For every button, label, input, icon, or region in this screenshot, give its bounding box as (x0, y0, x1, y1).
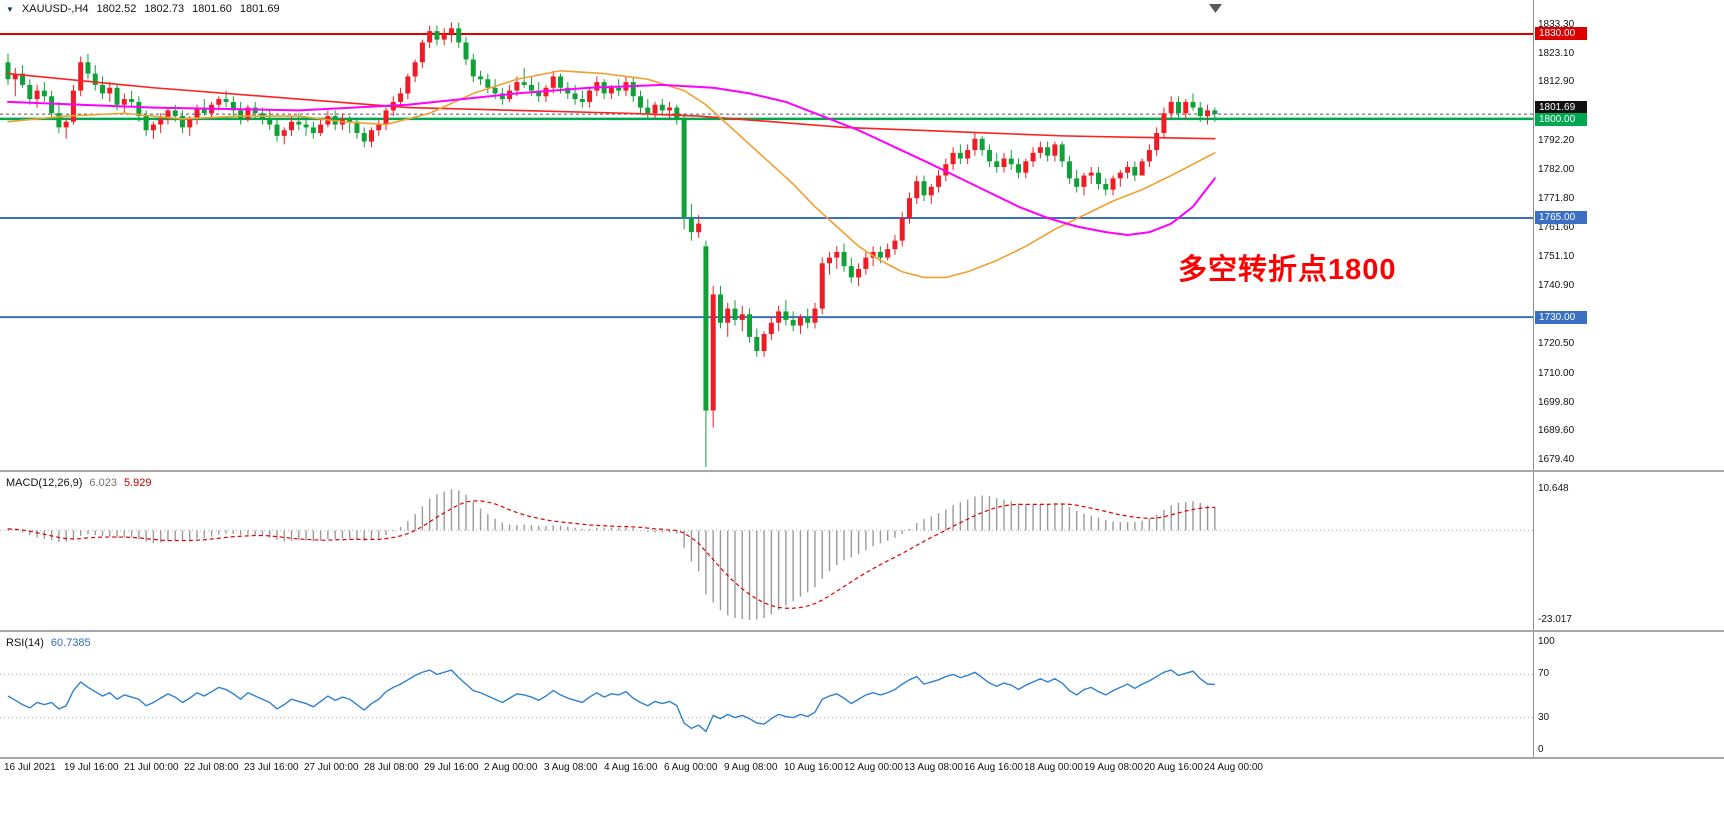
time-axis-label: 6 Aug 00:00 (664, 762, 718, 773)
macd-histogram-layer (7, 489, 1216, 620)
macd-signal-line (7, 500, 1215, 609)
ma-fast-orange (7, 69, 1216, 279)
candles-layer (5, 22, 1218, 468)
price-tick-label: 1720.50 (1538, 337, 1575, 349)
macd-scale-min: -23.017 (1538, 614, 1572, 625)
rsi-scale-label: 30 (1538, 711, 1550, 723)
time-axis-label: 3 Aug 08:00 (544, 762, 598, 773)
time-axis-label: 27 Jul 00:00 (304, 762, 359, 773)
rsi-indicator-label: RSI(14) 60.7385 (6, 637, 91, 649)
rsi-panel-canvas[interactable] (0, 632, 1533, 757)
panel-resize-handle-rsi[interactable] (0, 630, 1724, 632)
panel-resize-handle-macd[interactable] (0, 470, 1724, 472)
rsi-name: RSI(14) (6, 637, 44, 649)
price-level-badge-176500: 1765.00 (1535, 211, 1587, 225)
time-axis-label: 10 Aug 16:00 (784, 762, 843, 773)
time-axis-label: 9 Aug 08:00 (724, 762, 778, 773)
price-tick-label: 1833.30 (1538, 18, 1575, 30)
open-value: 1802.52 (96, 3, 137, 15)
macd-main-value: 6.023 (89, 477, 117, 489)
rsi-value: 60.7385 (50, 637, 91, 649)
macd-indicator-label: MACD(12,26,9) 6.023 5.929 (6, 477, 151, 489)
time-axis-label: 24 Aug 00:00 (1204, 762, 1263, 773)
time-axis: 16 Jul 2021 19 Jul 16:00 21 Jul 00:00 22 Ju… (0, 760, 1724, 780)
time-axis-label: 4 Aug 16:00 (604, 762, 658, 773)
price-tick-label: 1740.90 (1538, 280, 1575, 292)
rsi-line (7, 669, 1215, 733)
time-axis-label: 12 Aug 00:00 (844, 762, 903, 773)
close-value: 1801.69 (239, 3, 280, 15)
rsi-scale-label: 0 (1538, 744, 1544, 755)
symbol-timeframe-label: XAUUSD-,H4 (21, 3, 89, 15)
ma-slow-red (7, 72, 1216, 140)
low-value: 1801.60 (192, 3, 232, 15)
price-tick-label: 1751.10 (1538, 251, 1575, 263)
price-tick-label: 1679.40 (1538, 454, 1575, 466)
time-axis-label: 28 Jul 08:00 (364, 762, 419, 773)
collapse-arrow-icon[interactable]: ▼ (6, 4, 14, 14)
time-axis-label: 29 Jul 16:00 (424, 762, 479, 773)
chart-shift-marker-icon[interactable] (1209, 4, 1222, 13)
rsi-scale-label: 70 (1538, 668, 1550, 680)
chart-axis-border (1533, 0, 1534, 757)
macd-name: MACD(12,26,9) (6, 477, 83, 489)
price-tick-label: 1812.90 (1538, 76, 1575, 88)
time-axis-label: 22 Jul 08:00 (184, 762, 239, 773)
time-axis-label: 19 Jul 16:00 (64, 762, 119, 773)
time-axis-label: 16 Aug 16:00 (964, 762, 1023, 773)
time-axis-label: 2 Aug 00:00 (484, 762, 538, 773)
price-tick-label: 1823.10 (1538, 47, 1575, 59)
macd-signal-value: 5.929 (123, 477, 152, 489)
time-axis-label: 18 Aug 00:00 (1024, 762, 1083, 773)
rsi-scale-label: 100 (1538, 636, 1555, 647)
chart-annotation-text: 多空转折点1800 (1178, 254, 1397, 286)
macd-scale-max: 10.648 (1538, 483, 1569, 494)
price-level-badge-180000: 1800.00 (1535, 112, 1587, 126)
high-value: 1802.73 (144, 3, 185, 15)
ma-mid-magenta (7, 83, 1216, 236)
price-tick-label: 1771.80 (1538, 192, 1575, 204)
time-axis-label: 13 Aug 08:00 (904, 762, 963, 773)
chart-ohlc-readout: ▼ XAUUSD-,H4 1802.52 1802.73 1801.60 180… (6, 3, 280, 15)
time-axis-label: 21 Jul 00:00 (124, 762, 179, 773)
price-level-badge-183000: 1830.00 (1535, 27, 1587, 41)
price-tick-label: 1761.60 (1538, 221, 1575, 233)
price-chart-canvas[interactable] (0, 0, 1533, 470)
time-axis-label: 20 Aug 16:00 (1144, 762, 1203, 773)
macd-panel-canvas[interactable] (0, 472, 1533, 630)
time-axis-label: 19 Aug 08:00 (1084, 762, 1143, 773)
price-tick-label: 1699.80 (1538, 396, 1575, 408)
price-tick-label: 1689.60 (1538, 425, 1575, 437)
price-level-badge-173000: 1730.00 (1535, 310, 1587, 324)
price-tick-label: 1782.00 (1538, 163, 1575, 175)
price-tick-label: 1710.00 (1538, 367, 1575, 379)
price-level-badge-180169: 1801.69 (1535, 101, 1587, 115)
time-axis-border (0, 757, 1724, 759)
time-axis-label: 16 Jul 2021 (4, 762, 56, 773)
time-axis-label: 23 Jul 16:00 (244, 762, 299, 773)
price-tick-label: 1792.20 (1538, 134, 1575, 146)
price-axis: 1833.301823.101812.901802.701792.201782.… (1534, 0, 1724, 757)
